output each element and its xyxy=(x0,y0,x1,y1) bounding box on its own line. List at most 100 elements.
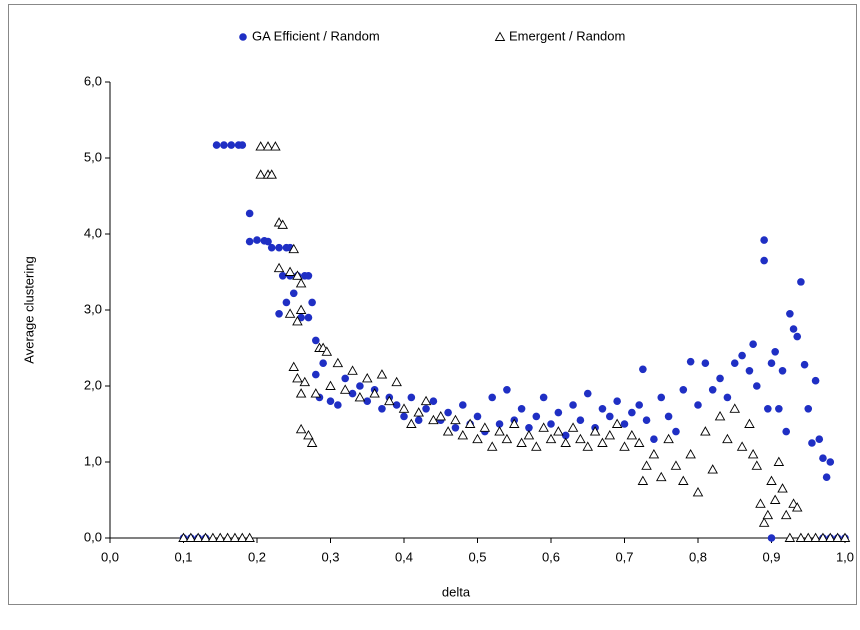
point xyxy=(664,412,673,421)
point xyxy=(392,401,401,409)
point xyxy=(308,298,316,307)
point xyxy=(200,532,211,542)
point xyxy=(245,237,254,246)
point xyxy=(686,357,695,366)
point xyxy=(295,423,307,434)
point xyxy=(284,308,296,318)
point xyxy=(762,509,774,520)
point xyxy=(561,431,570,440)
point xyxy=(306,437,318,447)
point xyxy=(278,272,287,280)
y-tick-label: 0,0 xyxy=(84,529,102,544)
point xyxy=(825,532,836,542)
point xyxy=(775,405,783,413)
point xyxy=(361,372,373,383)
x-tick-label: 0,4 xyxy=(395,549,413,564)
point xyxy=(641,460,652,470)
point xyxy=(292,270,303,280)
point xyxy=(363,397,372,406)
y-tick-label: 1,0 xyxy=(84,453,102,468)
x-tick-label: 0,9 xyxy=(762,549,780,564)
point xyxy=(376,369,388,379)
point xyxy=(214,532,226,542)
point xyxy=(692,486,704,497)
point xyxy=(815,435,824,444)
point xyxy=(751,460,763,470)
point xyxy=(749,340,757,349)
legend-marker xyxy=(494,31,506,41)
point xyxy=(714,410,726,421)
point xyxy=(332,357,344,368)
point xyxy=(793,332,802,341)
point xyxy=(222,532,233,542)
point xyxy=(282,298,291,307)
point xyxy=(275,310,283,318)
point xyxy=(619,441,630,451)
point xyxy=(745,367,754,375)
point xyxy=(769,494,781,504)
point xyxy=(764,405,772,413)
point xyxy=(207,532,219,542)
point xyxy=(312,370,320,379)
x-tick-label: 1,0 xyxy=(836,549,854,564)
point xyxy=(782,427,790,436)
point xyxy=(292,315,303,326)
point xyxy=(760,236,768,244)
point xyxy=(701,359,710,368)
point xyxy=(299,376,311,387)
point xyxy=(811,376,820,385)
point xyxy=(266,169,277,179)
x-tick-label: 0,2 xyxy=(248,549,266,564)
point xyxy=(245,209,254,218)
point xyxy=(620,420,629,428)
point xyxy=(589,426,601,436)
y-tick-label: 5,0 xyxy=(84,149,102,164)
point xyxy=(369,388,380,398)
point xyxy=(253,236,261,244)
point xyxy=(800,360,809,369)
point xyxy=(227,141,236,149)
point xyxy=(220,141,228,149)
point xyxy=(479,422,491,432)
point xyxy=(708,386,717,394)
point xyxy=(354,391,366,402)
point xyxy=(429,397,438,406)
point xyxy=(795,532,807,542)
point xyxy=(501,433,513,444)
point xyxy=(264,237,272,246)
point xyxy=(457,429,469,440)
point xyxy=(773,456,785,466)
point xyxy=(575,433,586,444)
point xyxy=(791,502,803,512)
point xyxy=(672,427,680,436)
point xyxy=(321,346,333,356)
point xyxy=(275,243,283,252)
point xyxy=(722,433,733,444)
point xyxy=(326,397,335,406)
y-tick-label: 4,0 xyxy=(84,225,102,240)
point xyxy=(758,517,770,527)
point xyxy=(273,262,285,273)
y-axis-label: Average clustering xyxy=(21,256,36,363)
point xyxy=(525,424,533,432)
point xyxy=(755,498,766,508)
point xyxy=(822,473,831,482)
point xyxy=(655,471,667,482)
point xyxy=(670,460,682,470)
point xyxy=(678,475,689,485)
point xyxy=(450,414,461,425)
point xyxy=(554,408,563,417)
point xyxy=(611,418,623,428)
point xyxy=(613,397,621,406)
point xyxy=(494,426,505,436)
point xyxy=(212,141,221,149)
point xyxy=(736,441,748,451)
point xyxy=(648,448,660,459)
point xyxy=(569,401,577,409)
point xyxy=(663,433,674,444)
point xyxy=(192,532,204,542)
point xyxy=(303,429,314,440)
point xyxy=(547,420,555,428)
point xyxy=(560,437,571,447)
